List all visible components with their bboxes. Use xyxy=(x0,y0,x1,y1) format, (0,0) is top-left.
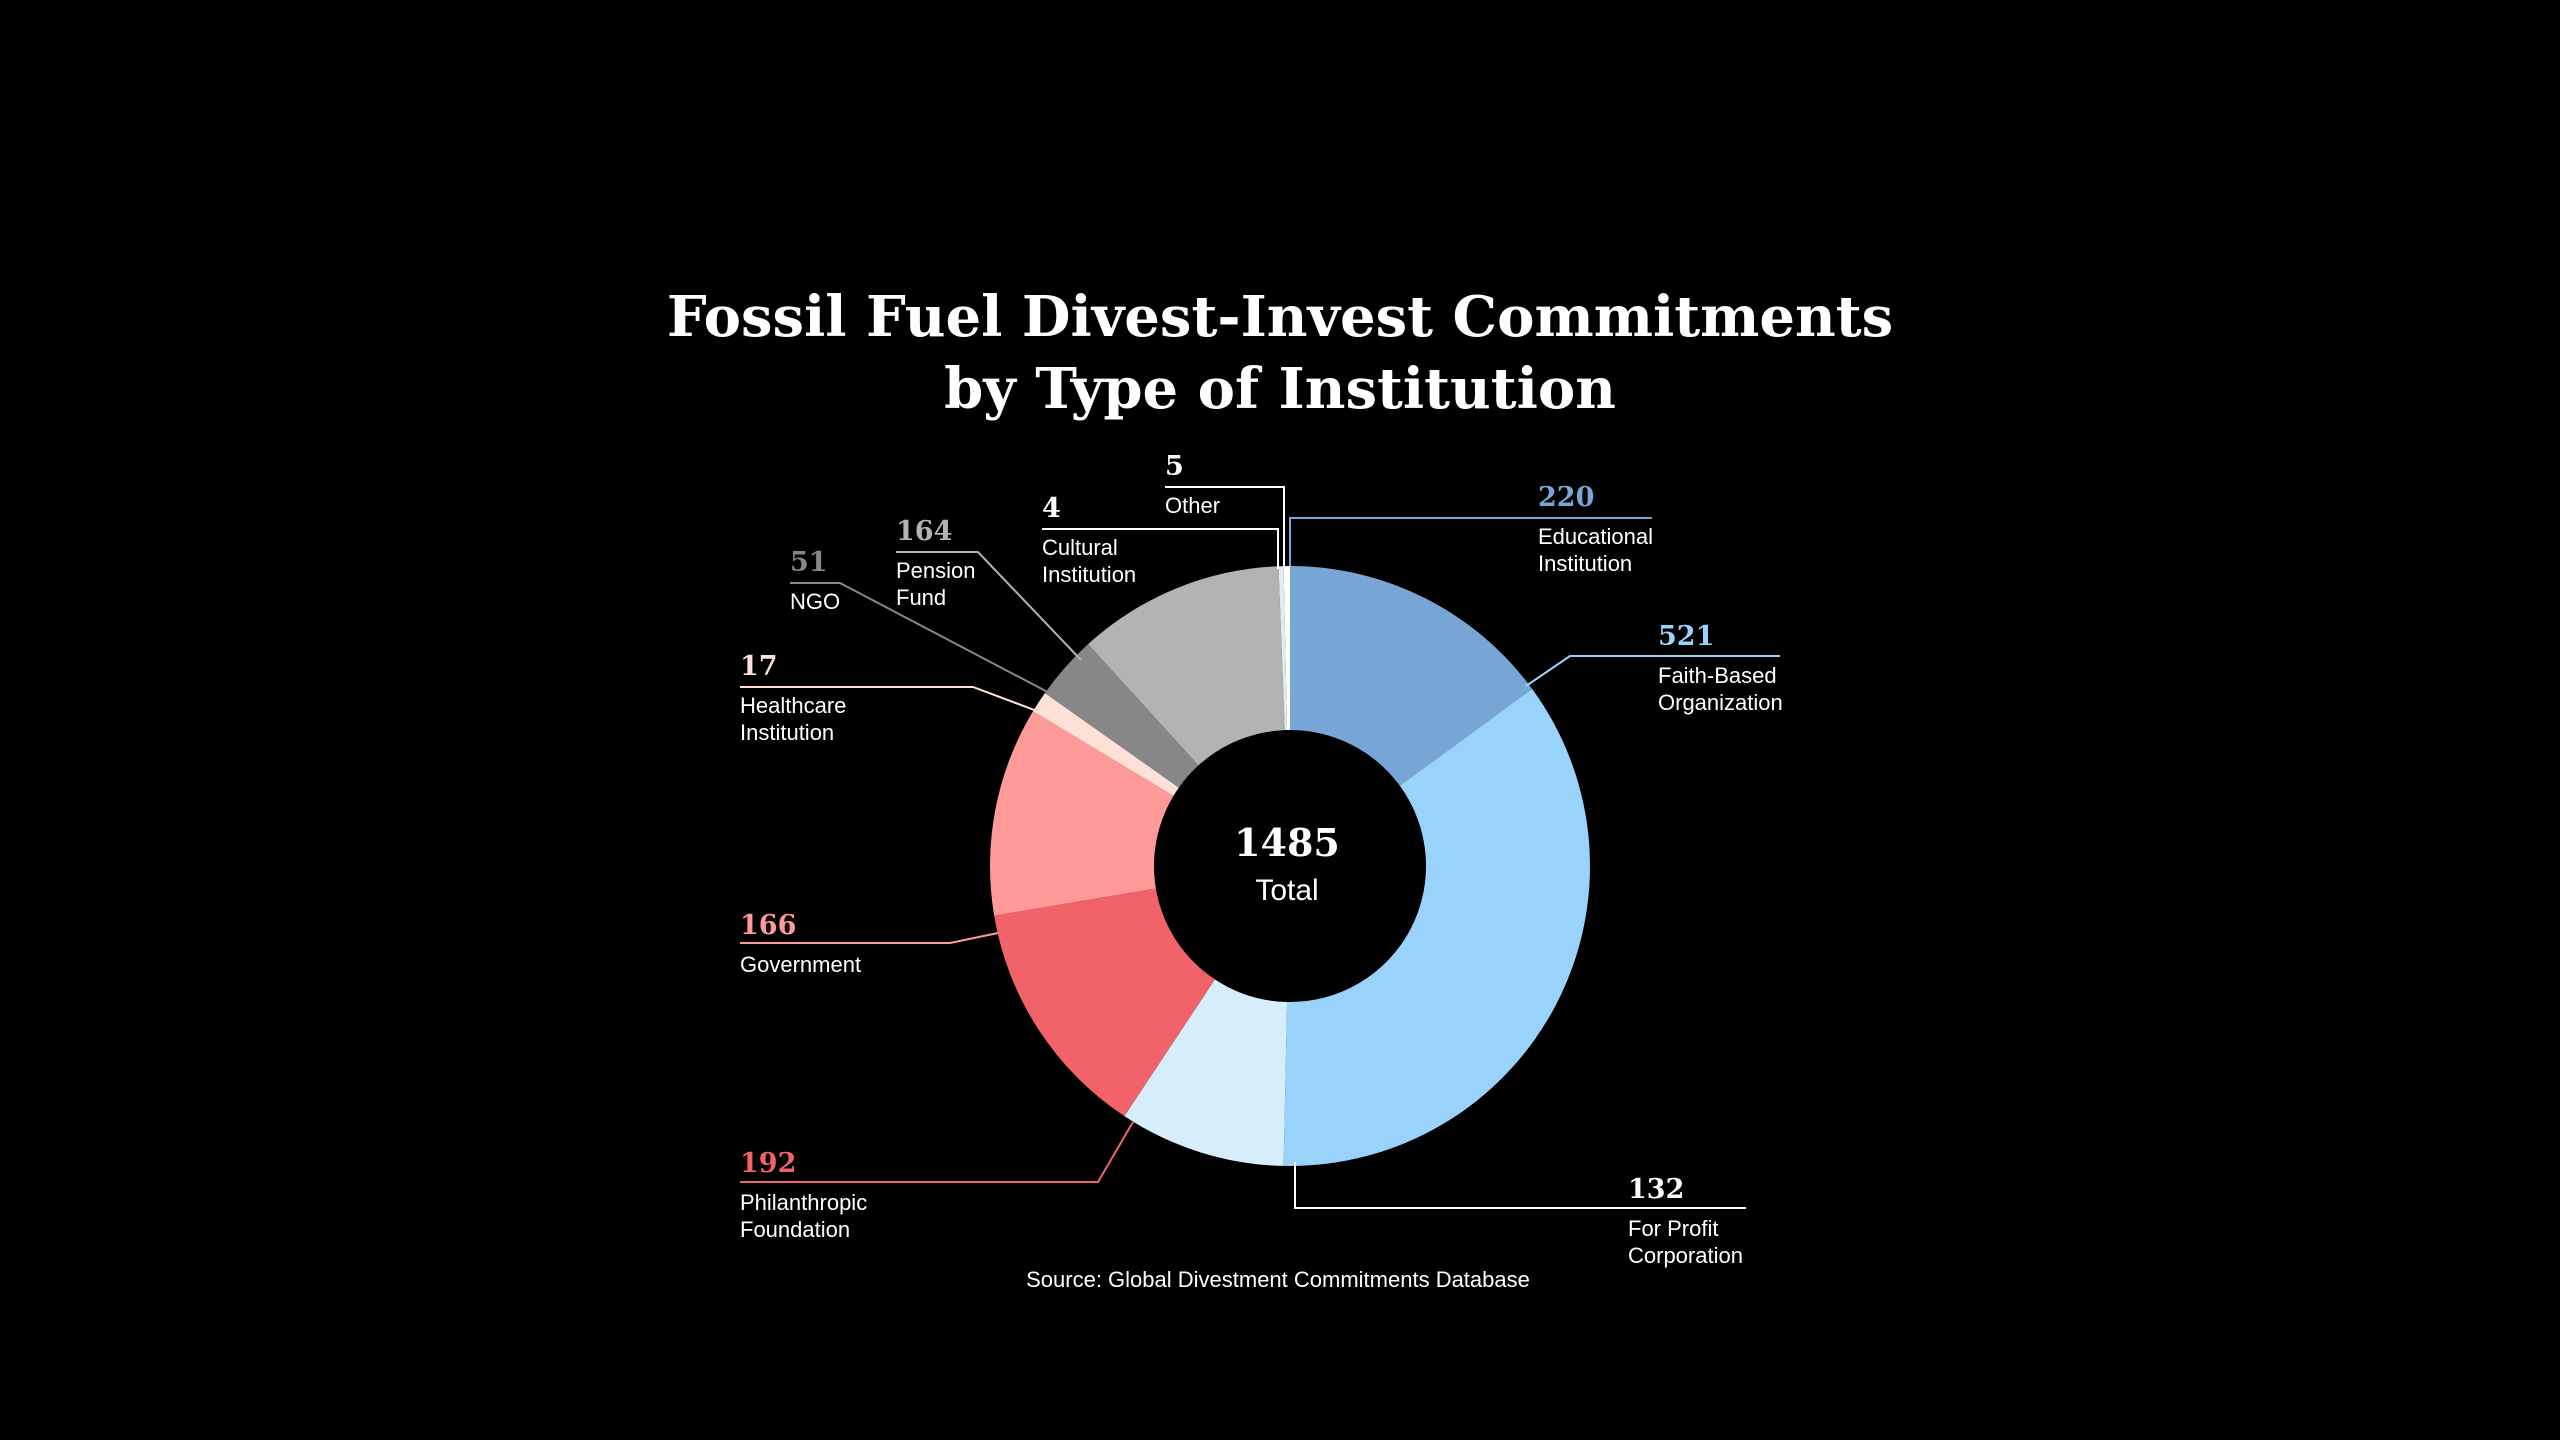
slice-label: Faith-Based xyxy=(1658,663,1777,688)
slice-ngo xyxy=(1044,644,1199,788)
slice-value: 51 xyxy=(790,547,828,578)
slice-value: 521 xyxy=(1658,621,1714,652)
leader-line xyxy=(1289,517,1652,566)
slice-educational-institution xyxy=(1290,566,1533,786)
slice-value: 166 xyxy=(740,910,796,941)
slice-pension-fund xyxy=(1088,566,1285,766)
slice-value: 192 xyxy=(740,1148,796,1179)
slice-value: 132 xyxy=(1628,1174,1684,1205)
slice-label: Institution xyxy=(1538,551,1632,576)
slice-label: Cultural xyxy=(1042,535,1118,560)
slice-label: Pension xyxy=(896,558,976,583)
source-note: Source: Global Divestment Commitments Da… xyxy=(1026,1267,1530,1292)
slice-value: 220 xyxy=(1538,482,1594,513)
slice-value: 5 xyxy=(1165,451,1184,482)
slice-label: Institution xyxy=(1042,562,1136,587)
slice-label: Organization xyxy=(1658,690,1783,715)
leader-line xyxy=(740,932,999,944)
leader-line xyxy=(740,686,1046,715)
slice-label: Educational xyxy=(1538,524,1653,549)
slice-label: Other xyxy=(1165,493,1220,518)
total-label: Total xyxy=(1255,874,1318,907)
slice-label: Institution xyxy=(740,720,834,745)
leader-line xyxy=(1165,486,1285,568)
slice-healthcare-institution xyxy=(1033,692,1179,796)
leader-line xyxy=(896,551,1082,661)
slice-label: Healthcare xyxy=(740,693,846,718)
slices xyxy=(990,566,1590,1166)
slice-label: Fund xyxy=(896,585,946,610)
slice-philanthropic-foundation xyxy=(994,888,1215,1117)
slice-label: For Profit xyxy=(1628,1216,1718,1241)
slice-government xyxy=(990,711,1174,916)
chart-title-line-1: Fossil Fuel Divest-Invest Commitments xyxy=(667,284,1893,350)
leader-line xyxy=(790,582,1060,699)
slice-label: Foundation xyxy=(740,1217,850,1242)
slice-other xyxy=(1283,566,1290,731)
chart-title-line-2: by Type of Institution xyxy=(944,356,1616,422)
slice-value: 17 xyxy=(740,651,778,682)
slice-for-profit-corporation xyxy=(1124,979,1288,1166)
slice-label: Government xyxy=(740,952,861,977)
slice-value: 164 xyxy=(896,516,952,547)
slice-label: NGO xyxy=(790,589,840,614)
leader-line xyxy=(1525,655,1780,687)
slice-cultural-institution xyxy=(1278,566,1288,731)
leader-line xyxy=(1294,1162,1746,1209)
slice-faith-based-organization xyxy=(1283,688,1590,1166)
leader-line xyxy=(740,1121,1134,1183)
slice-labels: 220EducationalInstitution521Faith-BasedO… xyxy=(740,451,1783,1268)
total-value: 1485 xyxy=(1234,820,1340,865)
slice-value: 4 xyxy=(1042,493,1061,524)
leader-line xyxy=(1042,528,1279,569)
leader-lines xyxy=(740,486,1780,1209)
slice-label: Philanthropic xyxy=(740,1190,867,1215)
slice-label: Corporation xyxy=(1628,1243,1743,1268)
